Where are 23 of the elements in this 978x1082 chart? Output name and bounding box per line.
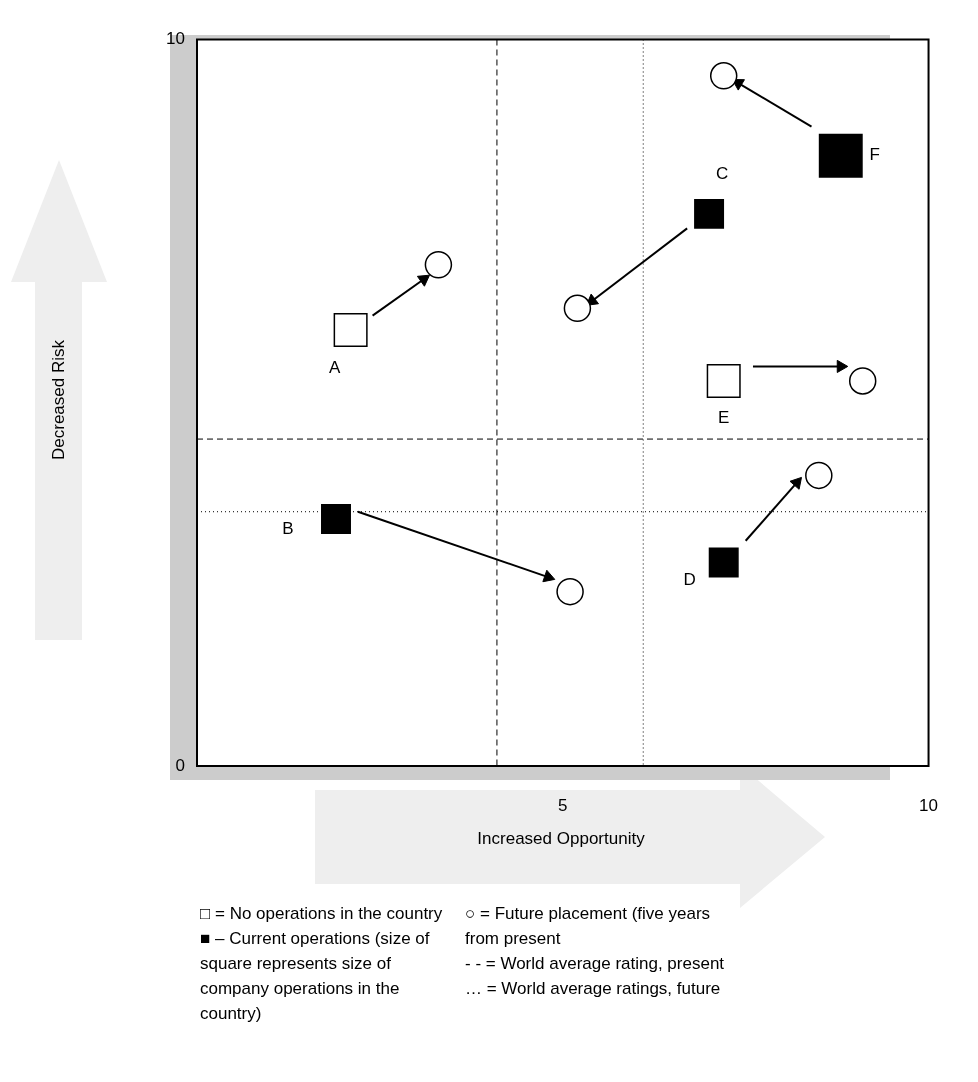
text: ■ – Current operations (size of square represents size of company operations in the country): [200, 928, 431, 1025]
data-label: A: [328, 357, 341, 377]
text: ○ = Future placement (five years from present: [465, 903, 712, 950]
text: - - = World average rating, present: [465, 953, 726, 975]
y-tick-label: 0: [175, 755, 185, 775]
point: [563, 294, 592, 323]
x-axis-title: Increased Opportunity: [477, 827, 645, 850]
data-label: B: [282, 518, 294, 538]
data-label: F: [869, 145, 880, 165]
text: Decreased Risk: [47, 340, 69, 460]
data-label: D: [683, 570, 696, 590]
text: □ = No operations in the country: [200, 903, 444, 925]
point: [556, 577, 584, 606]
text: … = World average ratings, future: [465, 978, 722, 1000]
point: [424, 250, 453, 279]
point: [709, 62, 738, 90]
x-tick-label: 5: [558, 795, 568, 815]
point: [333, 313, 368, 348]
point: [848, 367, 877, 395]
point: [805, 461, 833, 490]
data-label: E: [718, 407, 730, 427]
data-label: C: [715, 163, 729, 183]
point: [706, 363, 741, 398]
